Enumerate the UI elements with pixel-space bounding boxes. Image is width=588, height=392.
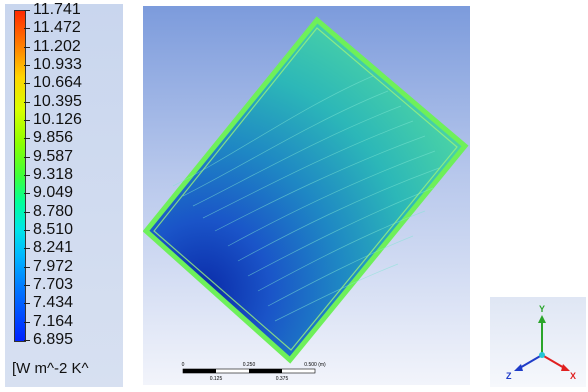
legend-tick bbox=[24, 138, 30, 140]
scale-label-125: 0.125 bbox=[210, 376, 223, 382]
legend-tick bbox=[24, 28, 30, 30]
legend-value: 7.972 bbox=[33, 257, 74, 275]
plate-inner-edge bbox=[153, 27, 458, 351]
legend-tick bbox=[24, 266, 30, 268]
legend-tick bbox=[24, 193, 30, 195]
scale-bar: 0 0.250 0.500 (m) 0.125 0.375 bbox=[182, 362, 326, 382]
viewport[interactable]: 0 0.250 0.500 (m) 0.125 0.375 bbox=[142, 6, 470, 385]
legend-value: 8.241 bbox=[33, 239, 74, 257]
legend-tick bbox=[24, 175, 30, 176]
legend-tick bbox=[24, 65, 30, 66]
colorbar bbox=[14, 10, 26, 342]
legend-unit: [W m^-2 K^ bbox=[12, 360, 89, 377]
axis-x-label: X bbox=[570, 371, 576, 381]
scale-label-250: 0.250 bbox=[243, 362, 256, 368]
legend-tick bbox=[24, 46, 30, 48]
plate-surface bbox=[142, 16, 469, 364]
legend-tick bbox=[24, 303, 30, 305]
legend-tick bbox=[24, 156, 30, 158]
legend-value: 11.472 bbox=[33, 19, 81, 37]
legend-value: 8.780 bbox=[33, 202, 74, 220]
legend-value: 7.703 bbox=[33, 276, 74, 293]
legend-tick bbox=[24, 248, 30, 250]
legend-value: 9.318 bbox=[33, 166, 74, 183]
legend-tick bbox=[24, 211, 30, 213]
legend-value: 10.126 bbox=[33, 111, 82, 128]
legend-tick bbox=[24, 101, 30, 103]
legend-tick bbox=[24, 340, 30, 341]
legend-value: 10.395 bbox=[33, 92, 82, 110]
legend-tick bbox=[24, 120, 30, 121]
scale-label-500: 0.500 (m) bbox=[304, 362, 326, 368]
legend-tick bbox=[24, 10, 30, 11]
contour-lines bbox=[172, 75, 440, 322]
legend-value: 8.510 bbox=[33, 221, 74, 238]
legend-value: 9.049 bbox=[33, 184, 74, 202]
legend-tick bbox=[24, 83, 30, 85]
legend-value: 10.933 bbox=[33, 56, 82, 73]
legend-value: 10.664 bbox=[33, 74, 82, 92]
legend-value: 6.895 bbox=[33, 331, 74, 348]
color-legend: 11.741 11.472 11.202 10.933 10.664 10.395 10.1… bbox=[5, 1, 123, 387]
legend-tick bbox=[24, 321, 30, 323]
axis-triad-icon: Y Z X bbox=[506, 304, 576, 381]
contour-plot[interactable]: 0 0.250 0.500 (m) 0.125 0.375 bbox=[142, 6, 470, 385]
scale-label-375: 0.375 bbox=[276, 376, 289, 382]
legend-value: 7.164 bbox=[33, 312, 74, 330]
legend-tick bbox=[24, 285, 30, 286]
axis-y-label: Y bbox=[539, 304, 545, 314]
axis-z-label: Z bbox=[506, 371, 512, 381]
legend-value: 11.202 bbox=[33, 37, 81, 55]
scale-label-0: 0 bbox=[182, 362, 185, 368]
legend-value: 7.434 bbox=[33, 294, 74, 312]
legend-tick bbox=[24, 230, 30, 231]
axis-triad: Y Z X bbox=[490, 297, 586, 387]
legend-value: 9.856 bbox=[33, 129, 74, 147]
legend-value: 11.741 bbox=[33, 1, 81, 18]
legend-value: 9.587 bbox=[33, 147, 74, 165]
